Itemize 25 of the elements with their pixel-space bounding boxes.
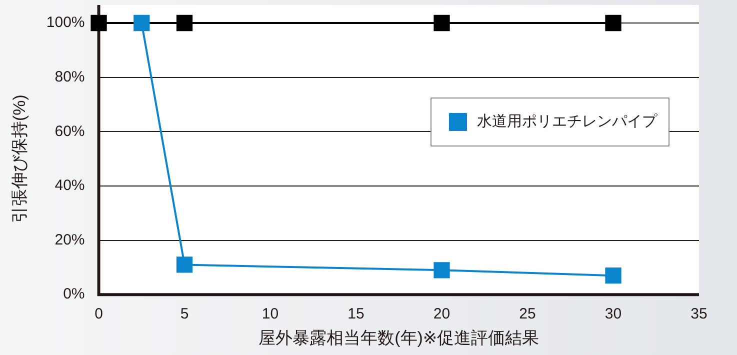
point xyxy=(90,14,107,32)
point xyxy=(605,14,622,32)
point xyxy=(434,14,450,32)
x-tick-label: 20 xyxy=(433,306,450,323)
x-tick-label: 25 xyxy=(519,306,536,323)
x-tick-label: 30 xyxy=(604,306,622,323)
y-tick-label: 80% xyxy=(54,68,85,86)
x-tick-label: 0 xyxy=(94,306,103,323)
x-tick-label: 5 xyxy=(180,306,189,323)
point xyxy=(176,256,193,273)
x-axis-title: 屋外暴露相当年数(年)※促進評価結果 xyxy=(258,328,540,348)
x-tick-label: 15 xyxy=(348,306,364,323)
y-tick-label: 40% xyxy=(54,177,85,194)
y-tick-label: 0% xyxy=(63,286,85,303)
x-tick-label: 35 xyxy=(690,306,708,323)
y-axis-title: 引張伸び保持(%) xyxy=(10,94,29,224)
point xyxy=(434,262,450,278)
y-tick-label: 20% xyxy=(54,231,85,248)
point xyxy=(605,268,622,284)
y-tick-label: 100% xyxy=(46,14,85,32)
legend-label: 水道用ポリエチレンパイプ xyxy=(477,113,658,130)
point xyxy=(134,14,150,32)
x-tick-label: 10 xyxy=(262,306,279,323)
y-tick-label: 60% xyxy=(54,122,85,140)
point xyxy=(176,14,193,32)
